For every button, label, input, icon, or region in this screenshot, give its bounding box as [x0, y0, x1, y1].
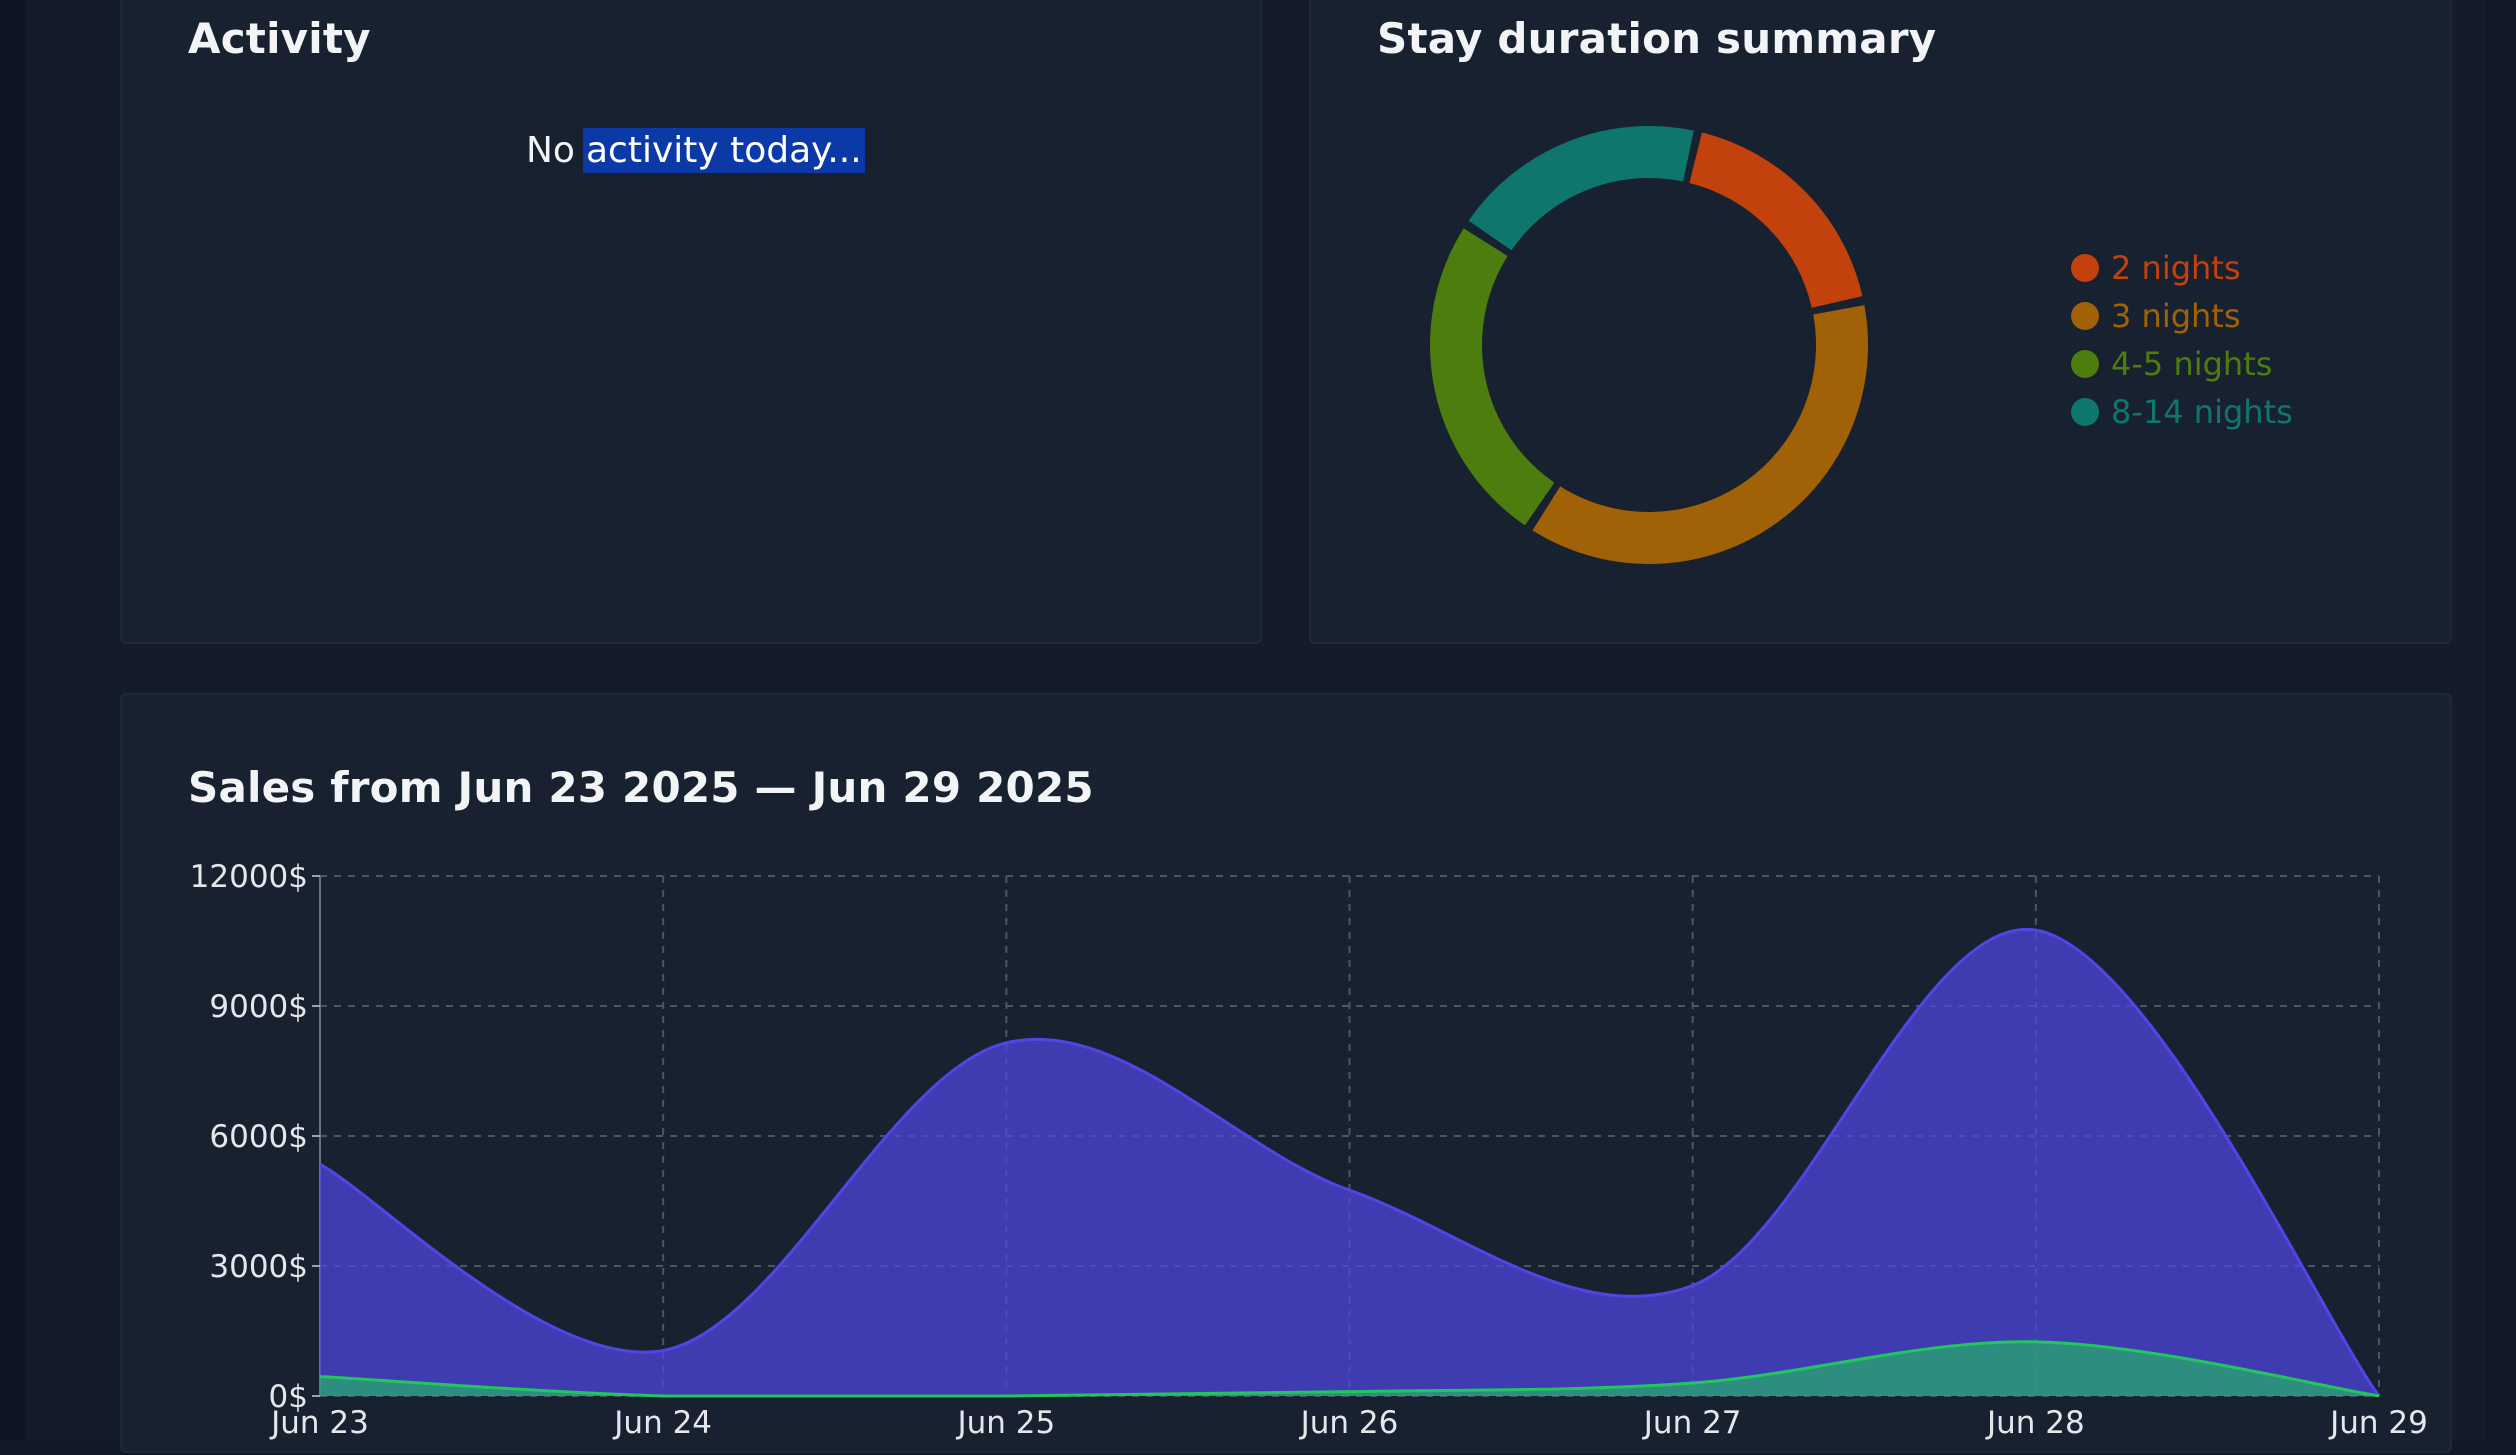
y-tick-label: 3000$ — [209, 1249, 308, 1285]
activity-card: Activity No activity today... — [120, 0, 1262, 644]
y-tick-label: 0$ — [269, 1379, 308, 1415]
legend-label: 8-14 nights — [2111, 393, 2293, 431]
activity-empty-prefix: No — [526, 130, 575, 171]
sales-title: Sales from Jun 23 2025 — Jun 29 2025 — [188, 763, 1094, 812]
legend-swatch — [2071, 398, 2099, 426]
sales-area-chart: 0$ 3000$ 6000$ 9000$ 12000$ Jun 23 Jun 24 Jun 2… — [190, 859, 2428, 1441]
activity-empty-message: No activity today... — [526, 128, 865, 173]
legend-item[interactable]: 8-14 nights — [2071, 388, 2293, 436]
legend-swatch — [2071, 254, 2099, 282]
series-1-line[interactable] — [319, 1340, 2380, 1398]
y-tick-label: 9000$ — [209, 989, 308, 1025]
legend-item[interactable]: 3 nights — [2071, 292, 2293, 340]
activity-empty-selected-text: activity today... — [582, 128, 865, 173]
sidebar-edge — [0, 0, 26, 1441]
x-tick-label: Jun 28 — [1985, 1405, 2085, 1441]
sales-card: Sales from Jun 23 2025 — Jun 29 2025 0$ 3… — [120, 693, 2452, 1453]
x-tick-label: Jun 27 — [1642, 1405, 1742, 1441]
stay-duration-title: Stay duration summary — [1377, 14, 1937, 63]
x-tick-label: Jun 29 — [2328, 1405, 2428, 1441]
series-0-line[interactable] — [319, 928, 2381, 1397]
legend-label: 3 nights — [2111, 297, 2241, 335]
stay-duration-donut — [1415, 111, 1883, 579]
stay-duration-legend: 2 nights 3 nights 4-5 nights 8-14 nights — [2071, 244, 2293, 436]
series-1-area — [320, 1341, 2379, 1396]
donut-segment-1[interactable] — [1415, 111, 1883, 579]
donut-segment-2[interactable] — [1415, 111, 1883, 579]
series-0-area — [320, 929, 2379, 1396]
legend-label: 2 nights — [2111, 249, 2241, 287]
legend-swatch — [2071, 350, 2099, 378]
y-tick-label: 6000$ — [209, 1119, 308, 1155]
y-tick-label: 12000$ — [190, 859, 308, 895]
x-tick-label: Jun 25 — [955, 1405, 1055, 1441]
legend-item[interactable]: 4-5 nights — [2071, 340, 2293, 388]
x-tick-label: Jun 23 — [269, 1405, 369, 1441]
donut-segment-3[interactable] — [1415, 111, 1883, 579]
legend-label: 4-5 nights — [2111, 345, 2273, 383]
legend-swatch — [2071, 302, 2099, 330]
x-tick-label: Jun 26 — [1299, 1405, 1399, 1441]
stay-duration-card: Stay duration summary 2 nights 3 nights 4-… — [1309, 0, 2452, 644]
x-tick-label: Jun 24 — [612, 1405, 712, 1441]
activity-title: Activity — [188, 14, 371, 63]
legend-item[interactable]: 2 nights — [2071, 244, 2293, 292]
donut-segment-0[interactable] — [1415, 111, 1883, 579]
